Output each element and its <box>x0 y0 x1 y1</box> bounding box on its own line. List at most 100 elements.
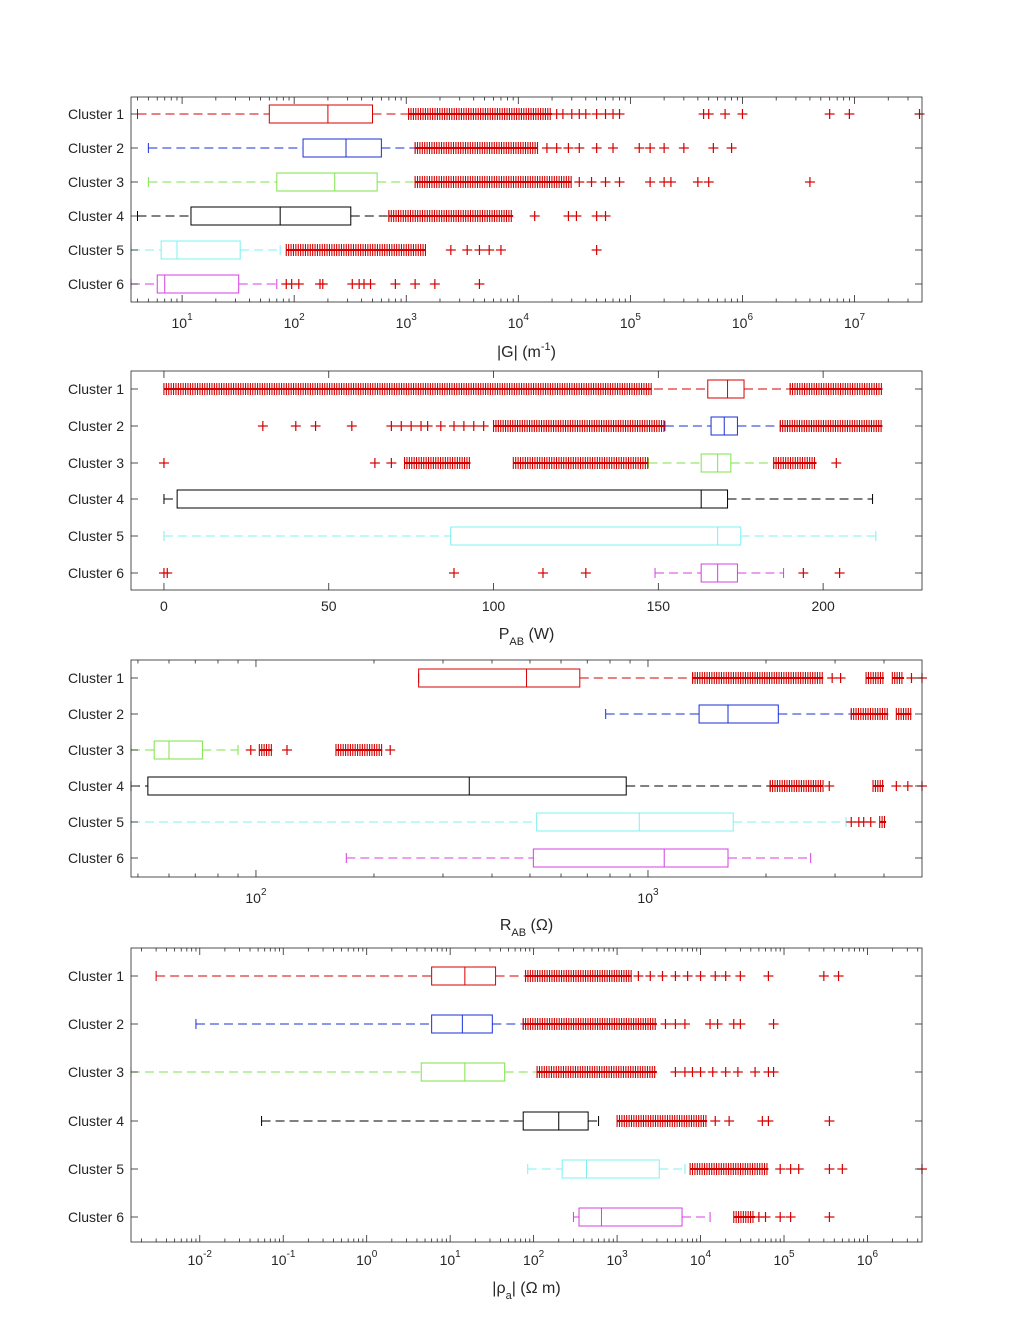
x-tick-label: 104 <box>690 1249 712 1268</box>
outlier-band-line <box>163 388 652 390</box>
x-tick-label: 200 <box>811 598 835 614</box>
outlier-marker <box>768 1067 779 1077</box>
outlier-marker <box>827 673 838 683</box>
outlier-marker <box>474 279 485 289</box>
cluster-label: Cluster 6 <box>68 850 124 866</box>
outlier-marker <box>775 1164 786 1174</box>
tick-base: 10 <box>773 1252 789 1268</box>
cluster-label: Cluster 3 <box>68 174 124 190</box>
x-tick-label: 100 <box>356 1249 378 1268</box>
outlier-marker <box>670 971 681 981</box>
panel-2: 0 50 100 150 200 Cluster 1 Cluster 2 Cluster 3 C… <box>68 370 923 648</box>
x-axis-label: PAB (W) <box>499 626 555 648</box>
series-cluster-3: Cluster 3 <box>68 172 922 192</box>
outlier-marker <box>474 245 485 255</box>
outlier-marker <box>865 817 876 827</box>
outlier-band <box>891 672 905 684</box>
outlier-marker <box>580 109 591 119</box>
x-tick-label: 101 <box>440 1249 462 1268</box>
outlier-marker <box>670 1019 681 1029</box>
outlier-marker <box>682 971 693 981</box>
outlier-band-line <box>404 462 471 464</box>
outlier-band <box>388 210 514 222</box>
iqr-box <box>450 526 742 546</box>
iqr-box <box>700 453 732 473</box>
outlier-marker <box>720 1067 731 1077</box>
outlier-marker <box>735 971 746 981</box>
cluster-label: Cluster 1 <box>68 381 124 397</box>
tick-exponent: 4 <box>523 312 529 323</box>
iqr-box <box>153 740 203 760</box>
tick-base: 10 <box>396 315 412 331</box>
outlier-band-line <box>415 147 539 149</box>
outlier-marker <box>310 421 321 431</box>
outlier-band <box>512 457 649 469</box>
xlabel-main: P <box>499 626 510 643</box>
outlier-marker <box>710 971 721 981</box>
outlier-marker <box>563 143 574 153</box>
outlier-band <box>773 457 817 469</box>
outlier-band-line <box>873 785 885 787</box>
outlier-band <box>404 457 471 469</box>
iqr-box <box>176 489 729 509</box>
outlier-marker <box>591 245 602 255</box>
tick-exponent: 1 <box>455 1249 461 1260</box>
outlier-marker <box>410 279 421 289</box>
tick-base: 10 <box>607 1252 623 1268</box>
tick-base: 10 <box>284 315 300 331</box>
outlier-band-line <box>493 425 665 427</box>
outlier-marker <box>586 177 597 187</box>
iqr-box <box>700 563 738 583</box>
outlier-marker <box>537 568 548 578</box>
outlier-marker <box>775 1212 786 1222</box>
outlier-marker <box>665 177 676 187</box>
outlier-marker <box>435 421 446 431</box>
xlabel-unit: (m <box>518 344 541 361</box>
cluster-label: Cluster 2 <box>68 418 124 434</box>
iqr-box <box>418 668 581 688</box>
outlier-marker <box>750 1067 761 1077</box>
x-tick-label: 106 <box>857 1249 879 1268</box>
outlier-marker <box>445 245 456 255</box>
outlier-band <box>414 142 539 154</box>
outlier-marker <box>257 421 268 431</box>
outlier-marker <box>835 673 846 683</box>
tick-exponent: 2 <box>261 887 267 898</box>
series-cluster-1: Cluster 1 <box>68 668 927 688</box>
outlier-marker <box>660 1019 671 1029</box>
xlabel-superscript: -1 <box>541 341 551 353</box>
outlier-band <box>789 383 883 395</box>
outlier-band <box>769 780 824 792</box>
xlabel-unit: | (Ω m) <box>512 1280 561 1297</box>
axes-frame <box>130 96 923 303</box>
outlier-band <box>865 672 885 684</box>
outlier-marker <box>645 177 656 187</box>
outlier-marker <box>695 971 706 981</box>
outlier-marker <box>346 421 357 431</box>
outlier-marker <box>824 1164 835 1174</box>
outlier-marker <box>429 279 440 289</box>
outlier-marker <box>484 245 495 255</box>
series-cluster-5: Cluster 5 <box>68 240 922 260</box>
iqr-box <box>268 104 374 124</box>
series-cluster-3: Cluster 3 <box>68 453 922 473</box>
outlier-marker <box>422 421 433 431</box>
series-cluster-6: Cluster 6 <box>68 1207 922 1227</box>
outlier-marker <box>282 745 293 755</box>
xlabel-prefix: | <box>492 1280 496 1297</box>
iqr-box <box>160 240 241 260</box>
outlier-marker <box>591 143 602 153</box>
outlier-marker <box>804 177 815 187</box>
x-axis-label: |G| (m-1) <box>497 341 556 361</box>
series-cluster-4: Cluster 4 <box>68 1111 922 1131</box>
x-tick-label: 100 <box>482 598 506 614</box>
outlier-marker <box>760 1212 771 1222</box>
outlier-marker <box>162 568 173 578</box>
tick-base: 10 <box>440 1252 456 1268</box>
outlier-band-line <box>866 677 885 679</box>
outlier-marker <box>703 177 714 187</box>
outlier-marker <box>396 421 407 431</box>
outlier-marker <box>608 143 619 153</box>
tick-base: 10 <box>690 1252 706 1268</box>
